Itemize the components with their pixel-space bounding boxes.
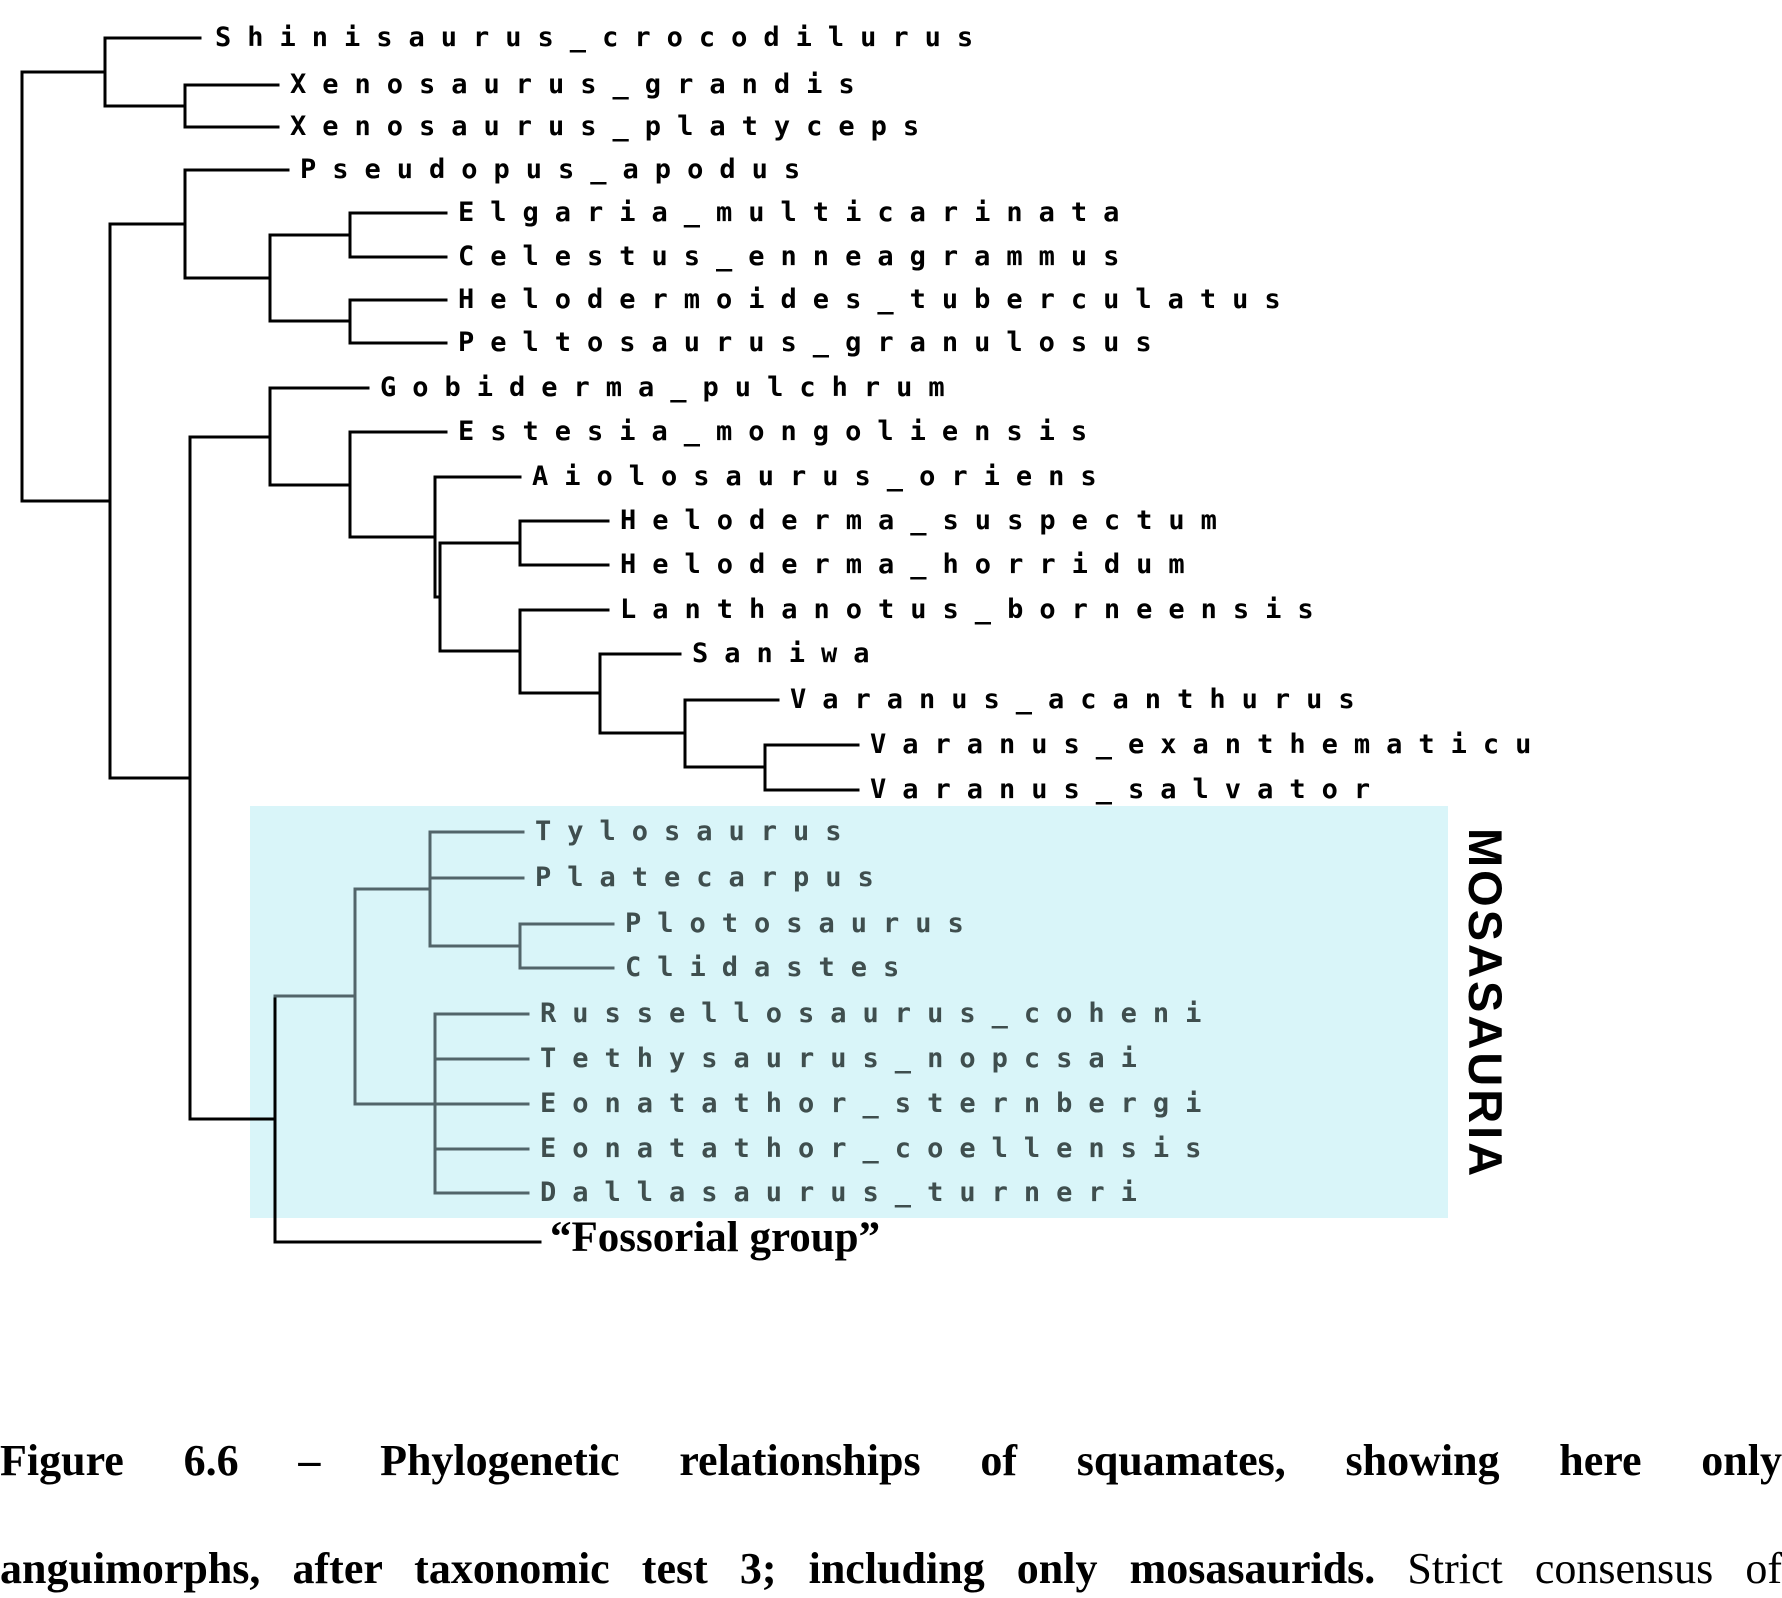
taxon-label: Eonatathor_sternbergi bbox=[540, 1088, 1218, 1119]
figure-caption-line2-bold: anguimorphs, after taxonomic test 3; inc… bbox=[0, 1544, 1376, 1593]
taxon-label: Varanus_acanthurus bbox=[790, 684, 1371, 715]
taxon-label: Peltosaurus_granulosus bbox=[458, 327, 1168, 358]
fossorial-group-label: “Fossorial group” bbox=[550, 1214, 881, 1261]
taxon-label: Clidastes bbox=[625, 952, 916, 983]
main-tree-branches bbox=[20, 36, 860, 1244]
taxon-label: Saniwa bbox=[692, 638, 886, 669]
taxon-label: Xenosaurus_grandis bbox=[290, 69, 871, 100]
mosasaur-tree-branches bbox=[273, 830, 615, 1195]
figure-caption-line1: Figure 6.6 – Phylogenetic relationships … bbox=[0, 1436, 1782, 1485]
taxon-label: Tethysaurus_nopcsai bbox=[540, 1043, 1153, 1074]
figure-caption-line2: anguimorphs, after taxonomic test 3; inc… bbox=[0, 1540, 1782, 1598]
taxon-label: Gobiderma_pulchrum bbox=[380, 372, 961, 403]
taxon-label: Heloderma_horridum bbox=[620, 549, 1201, 580]
taxon-label: Russellosaurus_coheni bbox=[540, 998, 1218, 1029]
taxon-label: Tylosaurus bbox=[535, 816, 858, 847]
taxon-label: Heloderma_suspectum bbox=[620, 505, 1233, 536]
figure-caption-line2-regular: Strict consensus of bbox=[1407, 1544, 1782, 1593]
taxon-label: Varanus_salvator bbox=[870, 774, 1387, 805]
taxon-label: Varanus_exanthematicu bbox=[870, 729, 1548, 760]
taxon-label: Plotosaurus bbox=[625, 908, 980, 939]
taxon-label: Lanthanotus_borneensis bbox=[620, 594, 1330, 625]
mosasauria-clade-label: MOSASAURIA bbox=[1459, 828, 1512, 1180]
taxon-label: Aiolosaurus_oriens bbox=[532, 461, 1113, 492]
taxon-label: Xenosaurus_platyceps bbox=[290, 111, 936, 142]
taxon-label: Eonatathor_coellensis bbox=[540, 1133, 1218, 1164]
taxon-label: Helodermoides_tuberculatus bbox=[458, 284, 1297, 315]
taxon-label: Estesia_mongoliensis bbox=[458, 416, 1104, 447]
taxon-label: Dallasaurus_turneri bbox=[540, 1177, 1153, 1208]
taxon-label: Pseudopus_apodus bbox=[300, 154, 817, 185]
taxon-label: Platecarpus bbox=[535, 862, 890, 893]
taxon-label: Shinisaurus_crocodilurus bbox=[215, 22, 990, 53]
taxon-label: Celestus_enneagrammus bbox=[458, 241, 1136, 272]
taxon-label: Elgaria_multicarinata bbox=[458, 197, 1136, 228]
